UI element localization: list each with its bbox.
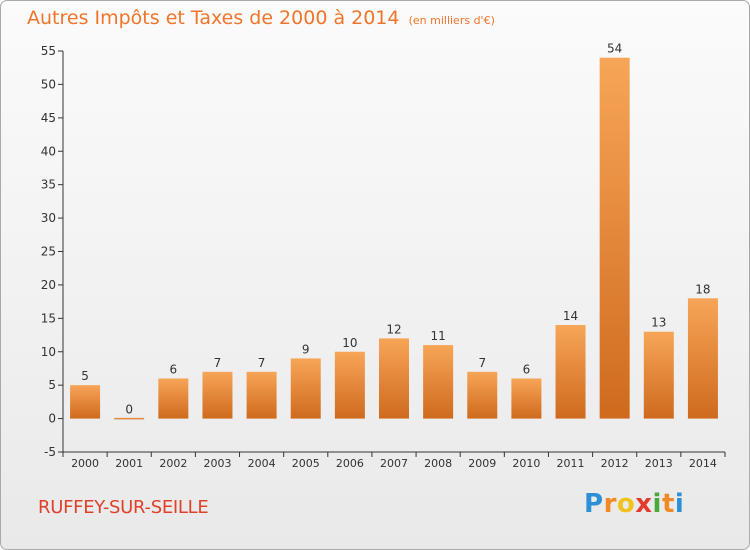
y-tick-label: 35 <box>41 178 56 192</box>
logo-letter: o <box>616 489 636 519</box>
x-tick-label: 2013 <box>645 457 673 470</box>
y-tick-label: 50 <box>41 77 56 91</box>
bar-value-label: 6 <box>170 362 178 376</box>
y-tick-label: 15 <box>41 311 56 325</box>
chart-subtitle: (en milliers d'€) <box>408 14 495 27</box>
y-tick-label: 0 <box>48 412 56 426</box>
bar <box>423 345 454 419</box>
bar-value-label: 0 <box>125 403 133 417</box>
x-tick-label: 2009 <box>468 457 496 470</box>
bar-value-label: 11 <box>430 329 445 343</box>
bar <box>643 331 674 419</box>
chart-title-group: Autres Impôts et Taxes de 2000 à 2014 (e… <box>27 7 495 29</box>
logo-letter: i <box>652 489 662 519</box>
bar-value-label: 13 <box>651 316 666 330</box>
bar <box>202 371 233 419</box>
x-tick-label: 2000 <box>71 457 99 470</box>
bar <box>687 298 718 419</box>
x-tick-label: 2007 <box>380 457 408 470</box>
y-tick-label: 10 <box>41 345 56 359</box>
x-tick-label: 2004 <box>248 457 276 470</box>
bar <box>158 378 189 419</box>
logo-letter: P <box>584 489 604 519</box>
bar-value-label: 54 <box>607 42 622 56</box>
bar <box>467 371 498 419</box>
bar-value-label: 7 <box>478 356 486 370</box>
chart-title: Autres Impôts et Taxes de 2000 à 2014 <box>27 7 400 29</box>
commune-name: RUFFEY-SUR-SEILLE <box>38 497 209 518</box>
x-tick-label: 2010 <box>512 457 540 470</box>
logo-letter: t <box>661 489 675 519</box>
y-tick-label: 30 <box>41 211 56 225</box>
bar-value-label: 14 <box>563 309 578 323</box>
logo-letter: i <box>674 489 685 519</box>
x-tick-label: 2003 <box>203 457 231 470</box>
y-tick-label: 20 <box>41 278 56 292</box>
bar <box>379 338 409 419</box>
bar <box>511 378 542 419</box>
bar <box>334 351 365 419</box>
logo-letter: x <box>635 489 653 519</box>
bar <box>114 417 145 420</box>
bar-value-label: 18 <box>695 282 710 296</box>
bar-value-label: 10 <box>342 336 357 350</box>
x-tick-label: 2012 <box>601 457 629 470</box>
y-tick-label: 40 <box>41 144 56 158</box>
bar-value-label: 9 <box>302 342 310 356</box>
y-tick-label: -5 <box>44 445 56 459</box>
bar <box>599 57 630 419</box>
bar-value-label: 12 <box>386 322 401 336</box>
x-tick-label: 2011 <box>557 457 585 470</box>
x-tick-label: 2002 <box>159 457 187 470</box>
bar <box>290 358 321 419</box>
proxiti-logo[interactable]: Proxiti <box>584 489 684 519</box>
bar-value-label: 5 <box>81 369 89 383</box>
y-tick-label: 25 <box>41 245 56 259</box>
x-tick-label: 2005 <box>292 457 320 470</box>
logo-letter: r <box>603 489 617 519</box>
bar-value-label: 7 <box>258 356 266 370</box>
x-tick-label: 2008 <box>424 457 452 470</box>
y-tick-label: 5 <box>48 378 56 392</box>
bar <box>555 325 586 419</box>
y-tick-label: 55 <box>41 44 56 58</box>
bar <box>246 371 277 419</box>
x-tick-label: 2006 <box>336 457 364 470</box>
bar <box>70 385 101 419</box>
x-tick-label: 2014 <box>689 457 717 470</box>
y-tick-label: 45 <box>41 111 56 125</box>
bar-value-label: 7 <box>214 356 222 370</box>
x-tick-label: 2001 <box>115 457 143 470</box>
bar-value-label: 6 <box>523 362 531 376</box>
